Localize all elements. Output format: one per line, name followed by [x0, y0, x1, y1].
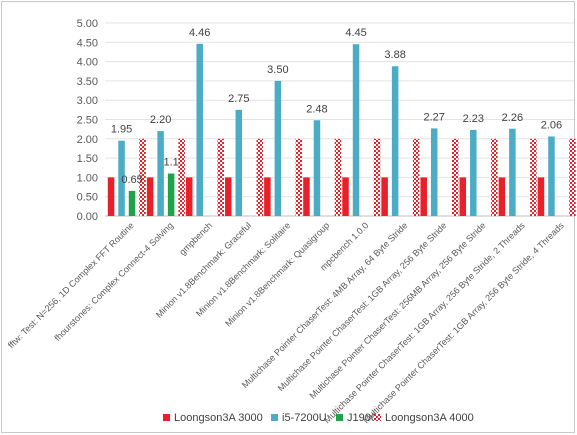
legend: Loongson3A 3000 i5-7200U J1900 Loongson3A 4…	[163, 412, 474, 424]
y-tick-label: 5.00	[77, 18, 98, 30]
bar-i5-7200u	[235, 109, 243, 216]
data-label: 2.23	[463, 113, 484, 125]
legend-swatch	[271, 414, 278, 421]
x-tick-label: gmpbench	[177, 220, 214, 257]
bar-loongson3a-3000	[225, 177, 232, 216]
y-tick-label: 3.00	[77, 95, 98, 107]
bar-loongson3a-4000	[178, 138, 185, 216]
data-labels: 1.95 0.65 2.20 1.1 4.46 2.75 3.50 2.48 4.45 3.88 2…	[111, 27, 562, 186]
bar-loongson3a-3000	[303, 177, 310, 216]
data-label: 2.06	[541, 119, 562, 131]
legend-label: Loongson3A 4000	[385, 412, 474, 424]
bar-loongson3a-4000	[412, 138, 420, 216]
data-label: 3.50	[267, 64, 288, 76]
bar-loongson3a-4000	[530, 138, 537, 216]
bar-loongson3a-4000	[139, 138, 146, 216]
bar-loongson3a-3000	[537, 177, 545, 216]
bar-j1900	[128, 190, 136, 216]
data-label: 1.1	[163, 157, 178, 169]
bar-loongson3a-3000	[146, 177, 154, 216]
x-tick-label: Multichase Pointer ChaserTest: 256MB Arr…	[307, 220, 487, 400]
bar-loongson3a-4000	[217, 138, 224, 216]
bar-i5-7200u	[548, 136, 555, 216]
data-label: 1.95	[111, 124, 132, 136]
data-label: 3.88	[384, 49, 405, 61]
y-tick-label: 2.00	[77, 134, 98, 146]
data-label: 2.27	[423, 111, 444, 123]
bars	[107, 43, 576, 217]
y-tick-label: 4.00	[77, 57, 98, 69]
bar-loongson3a-4000	[451, 138, 459, 216]
legend-label: J1900	[347, 412, 377, 424]
bar-loongson3a-3000	[264, 177, 271, 216]
bar-loongson3a-3000	[107, 177, 115, 216]
data-label: 2.48	[306, 103, 327, 115]
data-label: 2.75	[228, 93, 249, 105]
bar-loongson3a-4000	[569, 138, 576, 216]
bar-i5-7200u	[430, 128, 438, 216]
data-label: 0.65	[121, 174, 142, 186]
legend-swatch	[163, 414, 170, 421]
y-axis-tick-labels: 0.00 0.50 1.00 1.50 2.00 2.50 3.00 3.50 4.00 4.50…	[77, 18, 98, 223]
bar-loongson3a-3000	[381, 177, 388, 216]
bar-loongson3a-3000	[185, 177, 193, 216]
bar-i5-7200u	[470, 129, 477, 216]
y-tick-label: 0.50	[77, 192, 98, 204]
legend-label: i5-7200U	[282, 412, 327, 424]
y-tick-label: 2.50	[77, 115, 98, 127]
bar-i5-7200u	[196, 43, 203, 217]
x-axis-category-labels: fftw: Test: N=256, 1D Complex FFT Routin…	[6, 220, 566, 425]
bar-j1900	[167, 173, 175, 216]
data-label: 2.26	[502, 112, 523, 124]
bar-loongson3a-4000	[256, 138, 264, 216]
y-tick-label: 3.50	[77, 76, 98, 88]
bar-i5-7200u	[157, 131, 164, 216]
bar-i5-7200u	[118, 140, 125, 216]
y-tick-label: 1.50	[77, 153, 98, 165]
y-tick-label: 4.50	[77, 37, 98, 49]
bar-loongson3a-4000	[491, 138, 498, 216]
bar-loongson3a-3000	[420, 177, 427, 216]
legend-swatch	[336, 414, 343, 421]
data-label: 4.46	[189, 27, 210, 39]
legend-swatch	[374, 414, 381, 421]
bar-loongson3a-3000	[459, 177, 467, 216]
bar-loongson3a-4000	[334, 138, 342, 216]
bar-i5-7200u	[509, 128, 516, 216]
legend-label: Loongson3A 3000	[174, 412, 263, 424]
y-tick-label: 0.00	[77, 211, 98, 223]
data-label: 2.20	[150, 114, 171, 126]
bar-loongson3a-3000	[498, 177, 506, 216]
bar-loongson3a-4000	[295, 138, 303, 216]
bar-i5-7200u	[313, 120, 321, 216]
bar-i5-7200u	[352, 44, 360, 217]
bar-loongson3a-4000	[373, 138, 381, 216]
bar-i5-7200u	[274, 80, 282, 217]
bar-loongson3a-3000	[342, 177, 349, 216]
bar-i5-7200u	[391, 66, 399, 217]
data-label: 4.45	[345, 27, 366, 39]
y-tick-label: 1.00	[77, 172, 98, 184]
